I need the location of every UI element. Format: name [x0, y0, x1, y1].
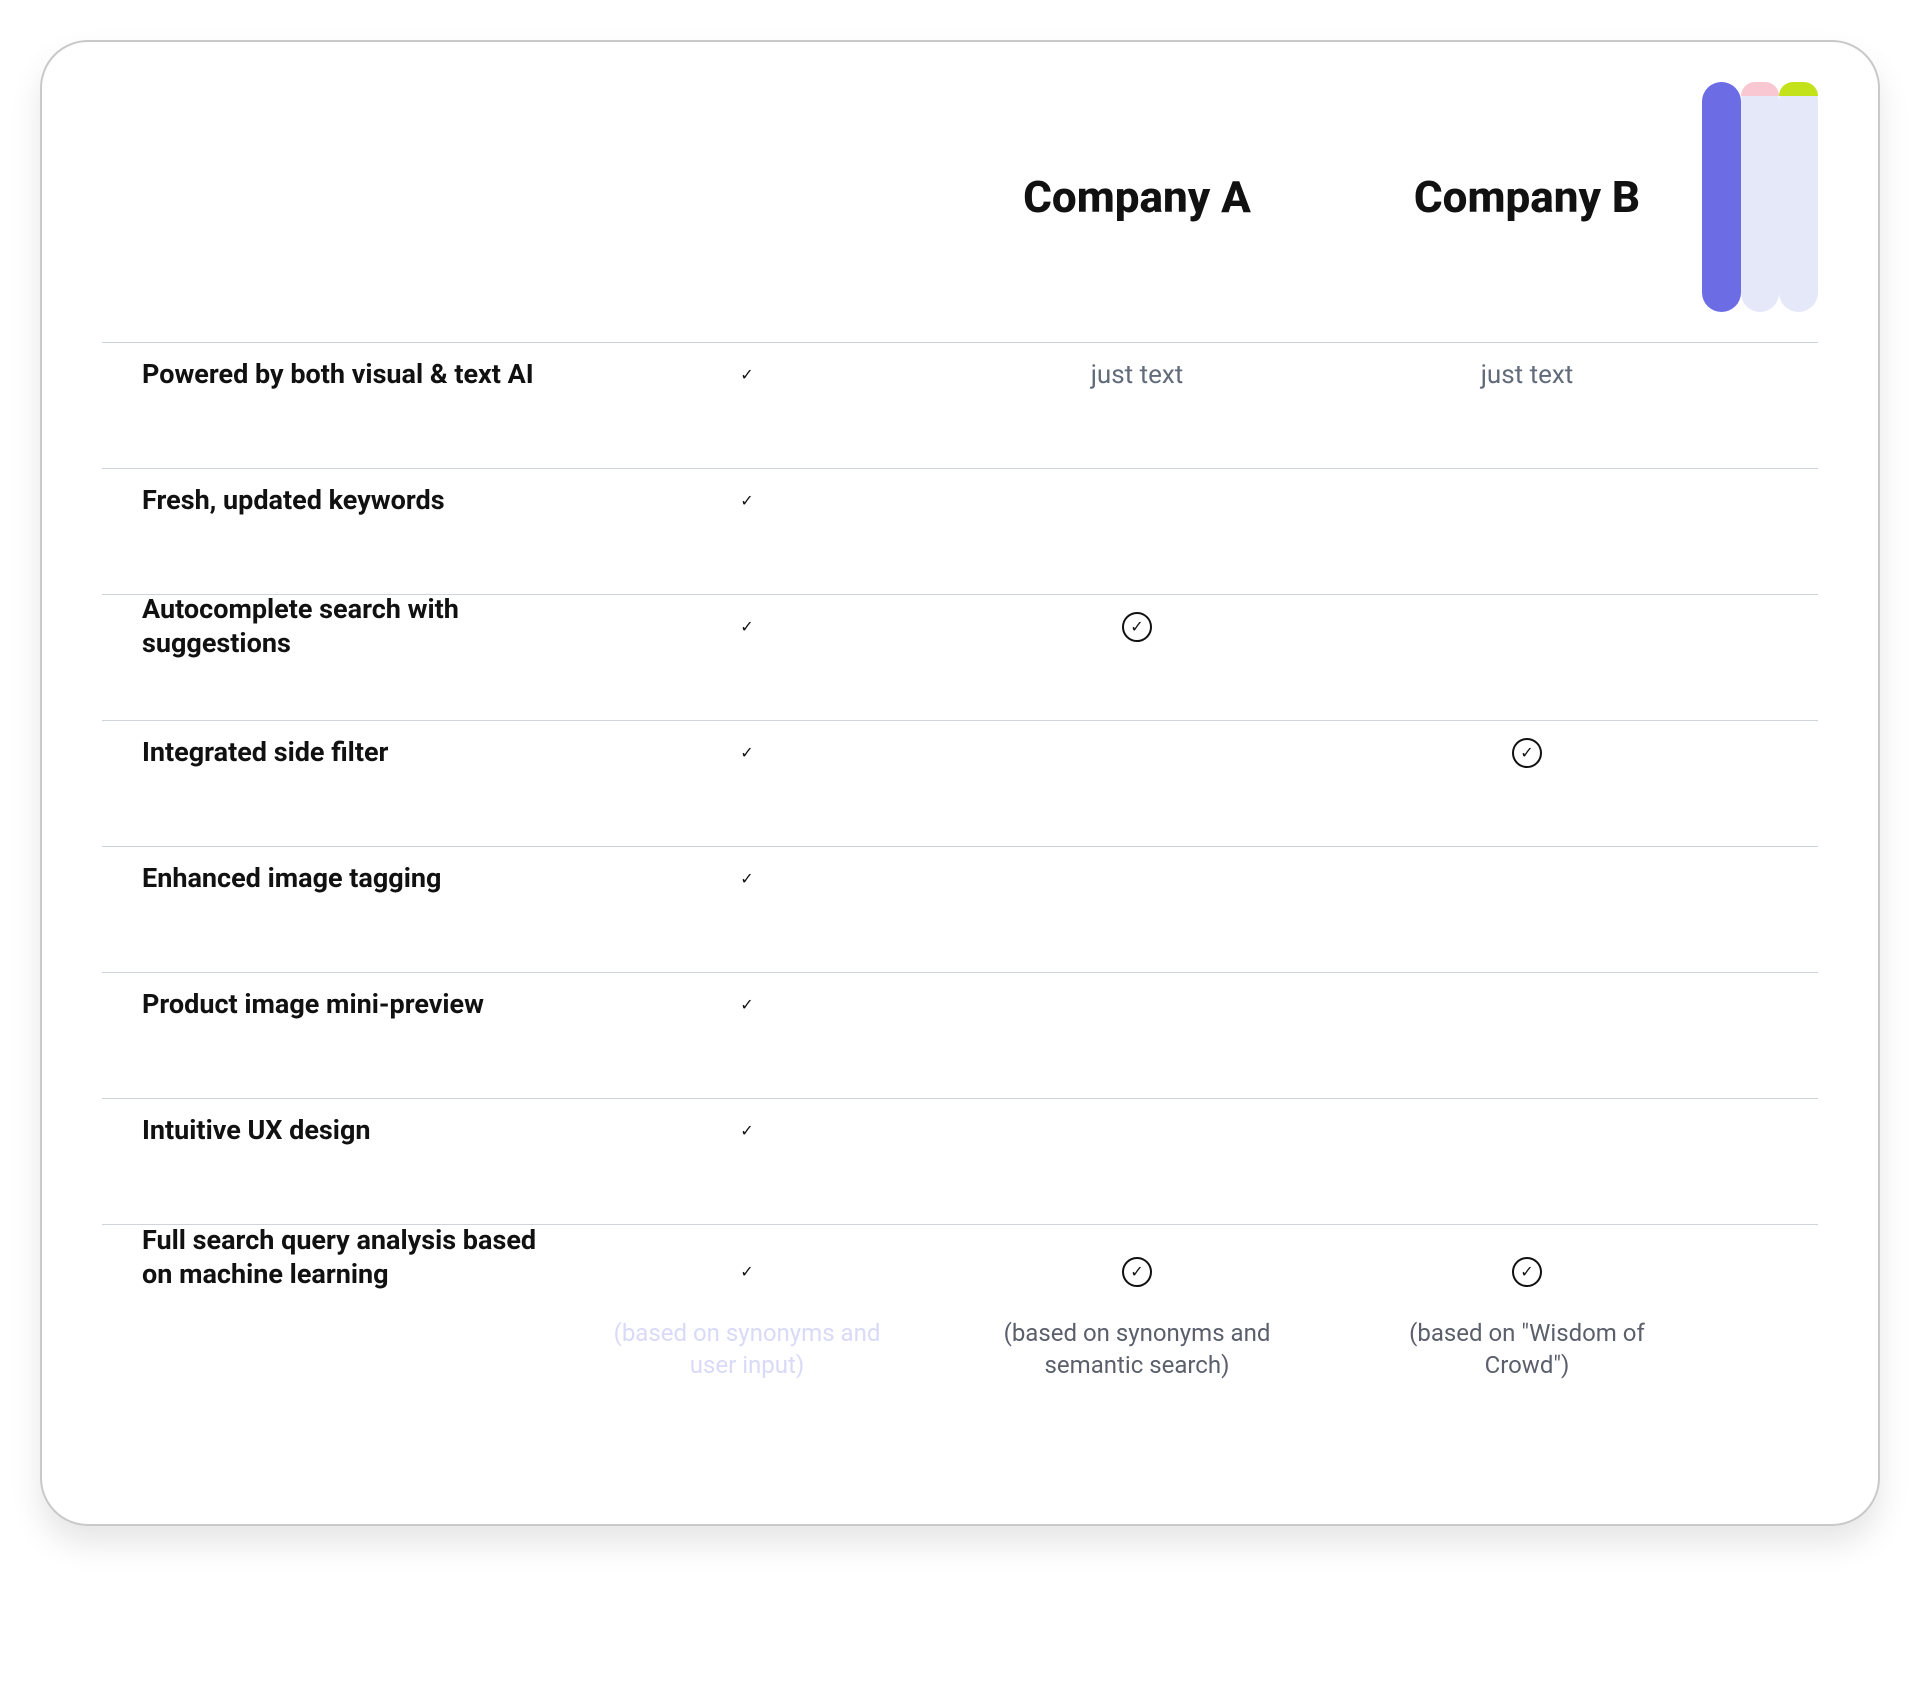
feature-label: Fresh, updated keywords [102, 438, 572, 564]
cell-note: (based on synonyms and semantic search) [984, 1317, 1290, 1382]
cell-yesplz-2: ✓ [572, 564, 922, 690]
feature-label: Full search query analysis based on mach… [102, 1194, 572, 1444]
cell-compB-4 [1352, 816, 1702, 942]
check-icon: ✓ [1122, 612, 1152, 642]
column-compB-bg [1779, 82, 1818, 312]
cell-yesplz-6: ✓ [572, 1068, 922, 1194]
check-icon: ✓ [1122, 1257, 1152, 1287]
cell-compA-0: just text [962, 312, 1312, 438]
cell-compB-5 [1352, 942, 1702, 1068]
cell-compB-3: ✓ [1352, 690, 1702, 816]
cell-yesplz-0: ✓ [572, 312, 922, 438]
cell-yesplz-3: ✓ [572, 690, 922, 816]
cell-compA-5 [962, 942, 1312, 1068]
header-yesplz: YesPlz Text Search [572, 82, 922, 312]
comparison-card: YesPlz Text Search Company A Company B P… [40, 40, 1880, 1526]
cell-compB-0: just text [1352, 312, 1702, 438]
column-compA-bg [1741, 82, 1780, 312]
cell-yesplz-4: ✓ [572, 816, 922, 942]
column-compB-accent [1779, 82, 1818, 96]
feature-label: Integrated side filter [102, 690, 572, 816]
check-icon: ✓ [732, 1257, 762, 1287]
cell-compB-1 [1352, 438, 1702, 564]
column-yesplz [1702, 82, 1741, 312]
feature-label: Enhanced image tagging [102, 816, 572, 942]
comparison-grid: YesPlz Text Search Company A Company B P… [102, 82, 1818, 1444]
check-icon: ✓ [732, 360, 762, 390]
column-compB [1779, 82, 1818, 312]
feature-label: Powered by both visual & text AI [102, 312, 572, 438]
cell-compB-7: ✓ (based on "Wisdom of Crowd") [1352, 1194, 1702, 1444]
cell-compA-2: ✓ [962, 564, 1312, 690]
feature-label: Product image mini-preview [102, 942, 572, 1068]
cell-compB-6 [1352, 1068, 1702, 1194]
check-icon: ✓ [732, 738, 762, 768]
check-icon: ✓ [732, 486, 762, 516]
header-compA: Company A [962, 82, 1312, 312]
column-compA [1741, 82, 1780, 312]
column-yesplz-bg [1702, 82, 1741, 312]
cell-yesplz-7: ✓ (based on synonyms and user input) [572, 1194, 922, 1444]
cell-compA-6 [962, 1068, 1312, 1194]
cell-compA-4 [962, 816, 1312, 942]
cell-compA-3 [962, 690, 1312, 816]
header-spacer [102, 82, 572, 312]
cell-note: (based on synonyms and user input) [594, 1317, 900, 1382]
check-icon: ✓ [732, 864, 762, 894]
check-icon: ✓ [732, 1116, 762, 1146]
column-compA-accent [1741, 82, 1780, 96]
check-icon: ✓ [732, 612, 762, 642]
header-compB: Company B [1352, 82, 1702, 312]
cell-compB-2 [1352, 564, 1702, 690]
feature-label: Intuitive UX design [102, 1068, 572, 1194]
cell-yesplz-1: ✓ [572, 438, 922, 564]
check-icon: ✓ [1512, 1257, 1542, 1287]
check-icon: ✓ [1512, 738, 1542, 768]
cell-compA-7: ✓ (based on synonyms and semantic search… [962, 1194, 1312, 1444]
cell-note: (based on "Wisdom of Crowd") [1374, 1317, 1680, 1382]
feature-label: Autocomplete search with suggestions [102, 564, 572, 690]
check-icon: ✓ [732, 990, 762, 1020]
cell-compA-1 [962, 438, 1312, 564]
cell-yesplz-5: ✓ [572, 942, 922, 1068]
